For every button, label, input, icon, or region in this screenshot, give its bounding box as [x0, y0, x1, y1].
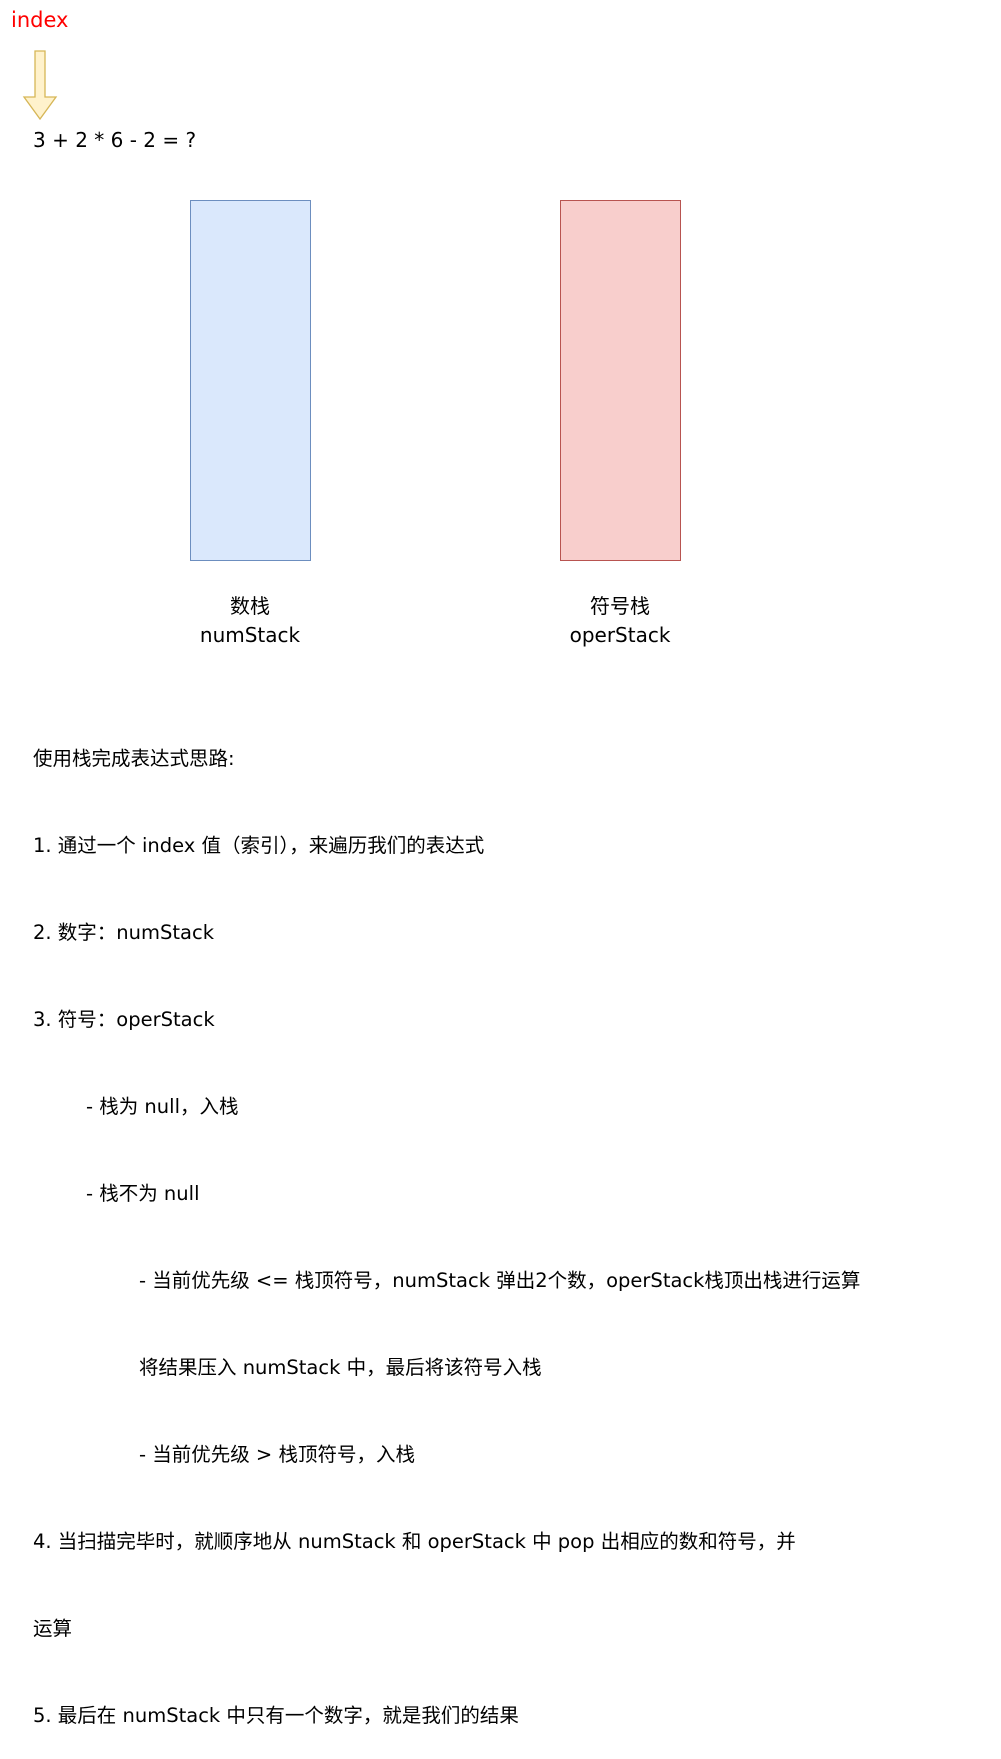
note-step-3-sub-2a: - 当前优先级 <= 栈顶符号，numStack 弹出2个数，operStack…	[139, 1269, 861, 1292]
note-step-3-sub-2b: - 当前优先级 > 栈顶符号，入栈	[139, 1443, 415, 1466]
note-step-3-sub-1: - 栈为 null，入栈	[86, 1095, 239, 1118]
expression-text: 3 + 2 * 6 - 2 = ?	[33, 128, 197, 152]
note-step-5: 5. 最后在 numStack 中只有一个数字，就是我们的结果	[33, 1704, 519, 1727]
note-step-3-sub-2: - 栈不为 null	[86, 1182, 200, 1205]
oper-stack-box	[560, 200, 681, 561]
num-stack-caption: 数栈 numStack	[150, 592, 350, 650]
num-stack-name: numStack	[199, 623, 301, 647]
note-step-4-cont: 运算	[33, 1617, 73, 1640]
oper-stack-name: operStack	[569, 623, 671, 647]
note-step-4: 4. 当扫描完毕时，就顺序地从 numStack 和 operStack 中 p…	[33, 1530, 796, 1553]
oper-stack-title: 符号栈	[590, 594, 650, 618]
down-arrow-icon	[22, 50, 58, 121]
note-step-3-sub-2a-cont: 将结果压入 numStack 中，最后将该符号入栈	[139, 1356, 542, 1379]
index-label: index	[11, 8, 69, 32]
oper-stack-caption: 符号栈 operStack	[520, 592, 720, 650]
note-step-2: 2. 数字：numStack	[33, 921, 215, 944]
notes-title: 使用栈完成表达式思路:	[33, 747, 235, 770]
num-stack-box	[190, 200, 311, 561]
note-step-1: 1. 通过一个 index 值（索引），来遍历我们的表达式	[33, 834, 485, 857]
algorithm-notes: 使用栈完成表达式思路: 1. 通过一个 index 值（索引），来遍历我们的表达…	[33, 686, 860, 1759]
num-stack-title: 数栈	[230, 594, 270, 618]
note-step-3: 3. 符号：operStack	[33, 1008, 215, 1031]
